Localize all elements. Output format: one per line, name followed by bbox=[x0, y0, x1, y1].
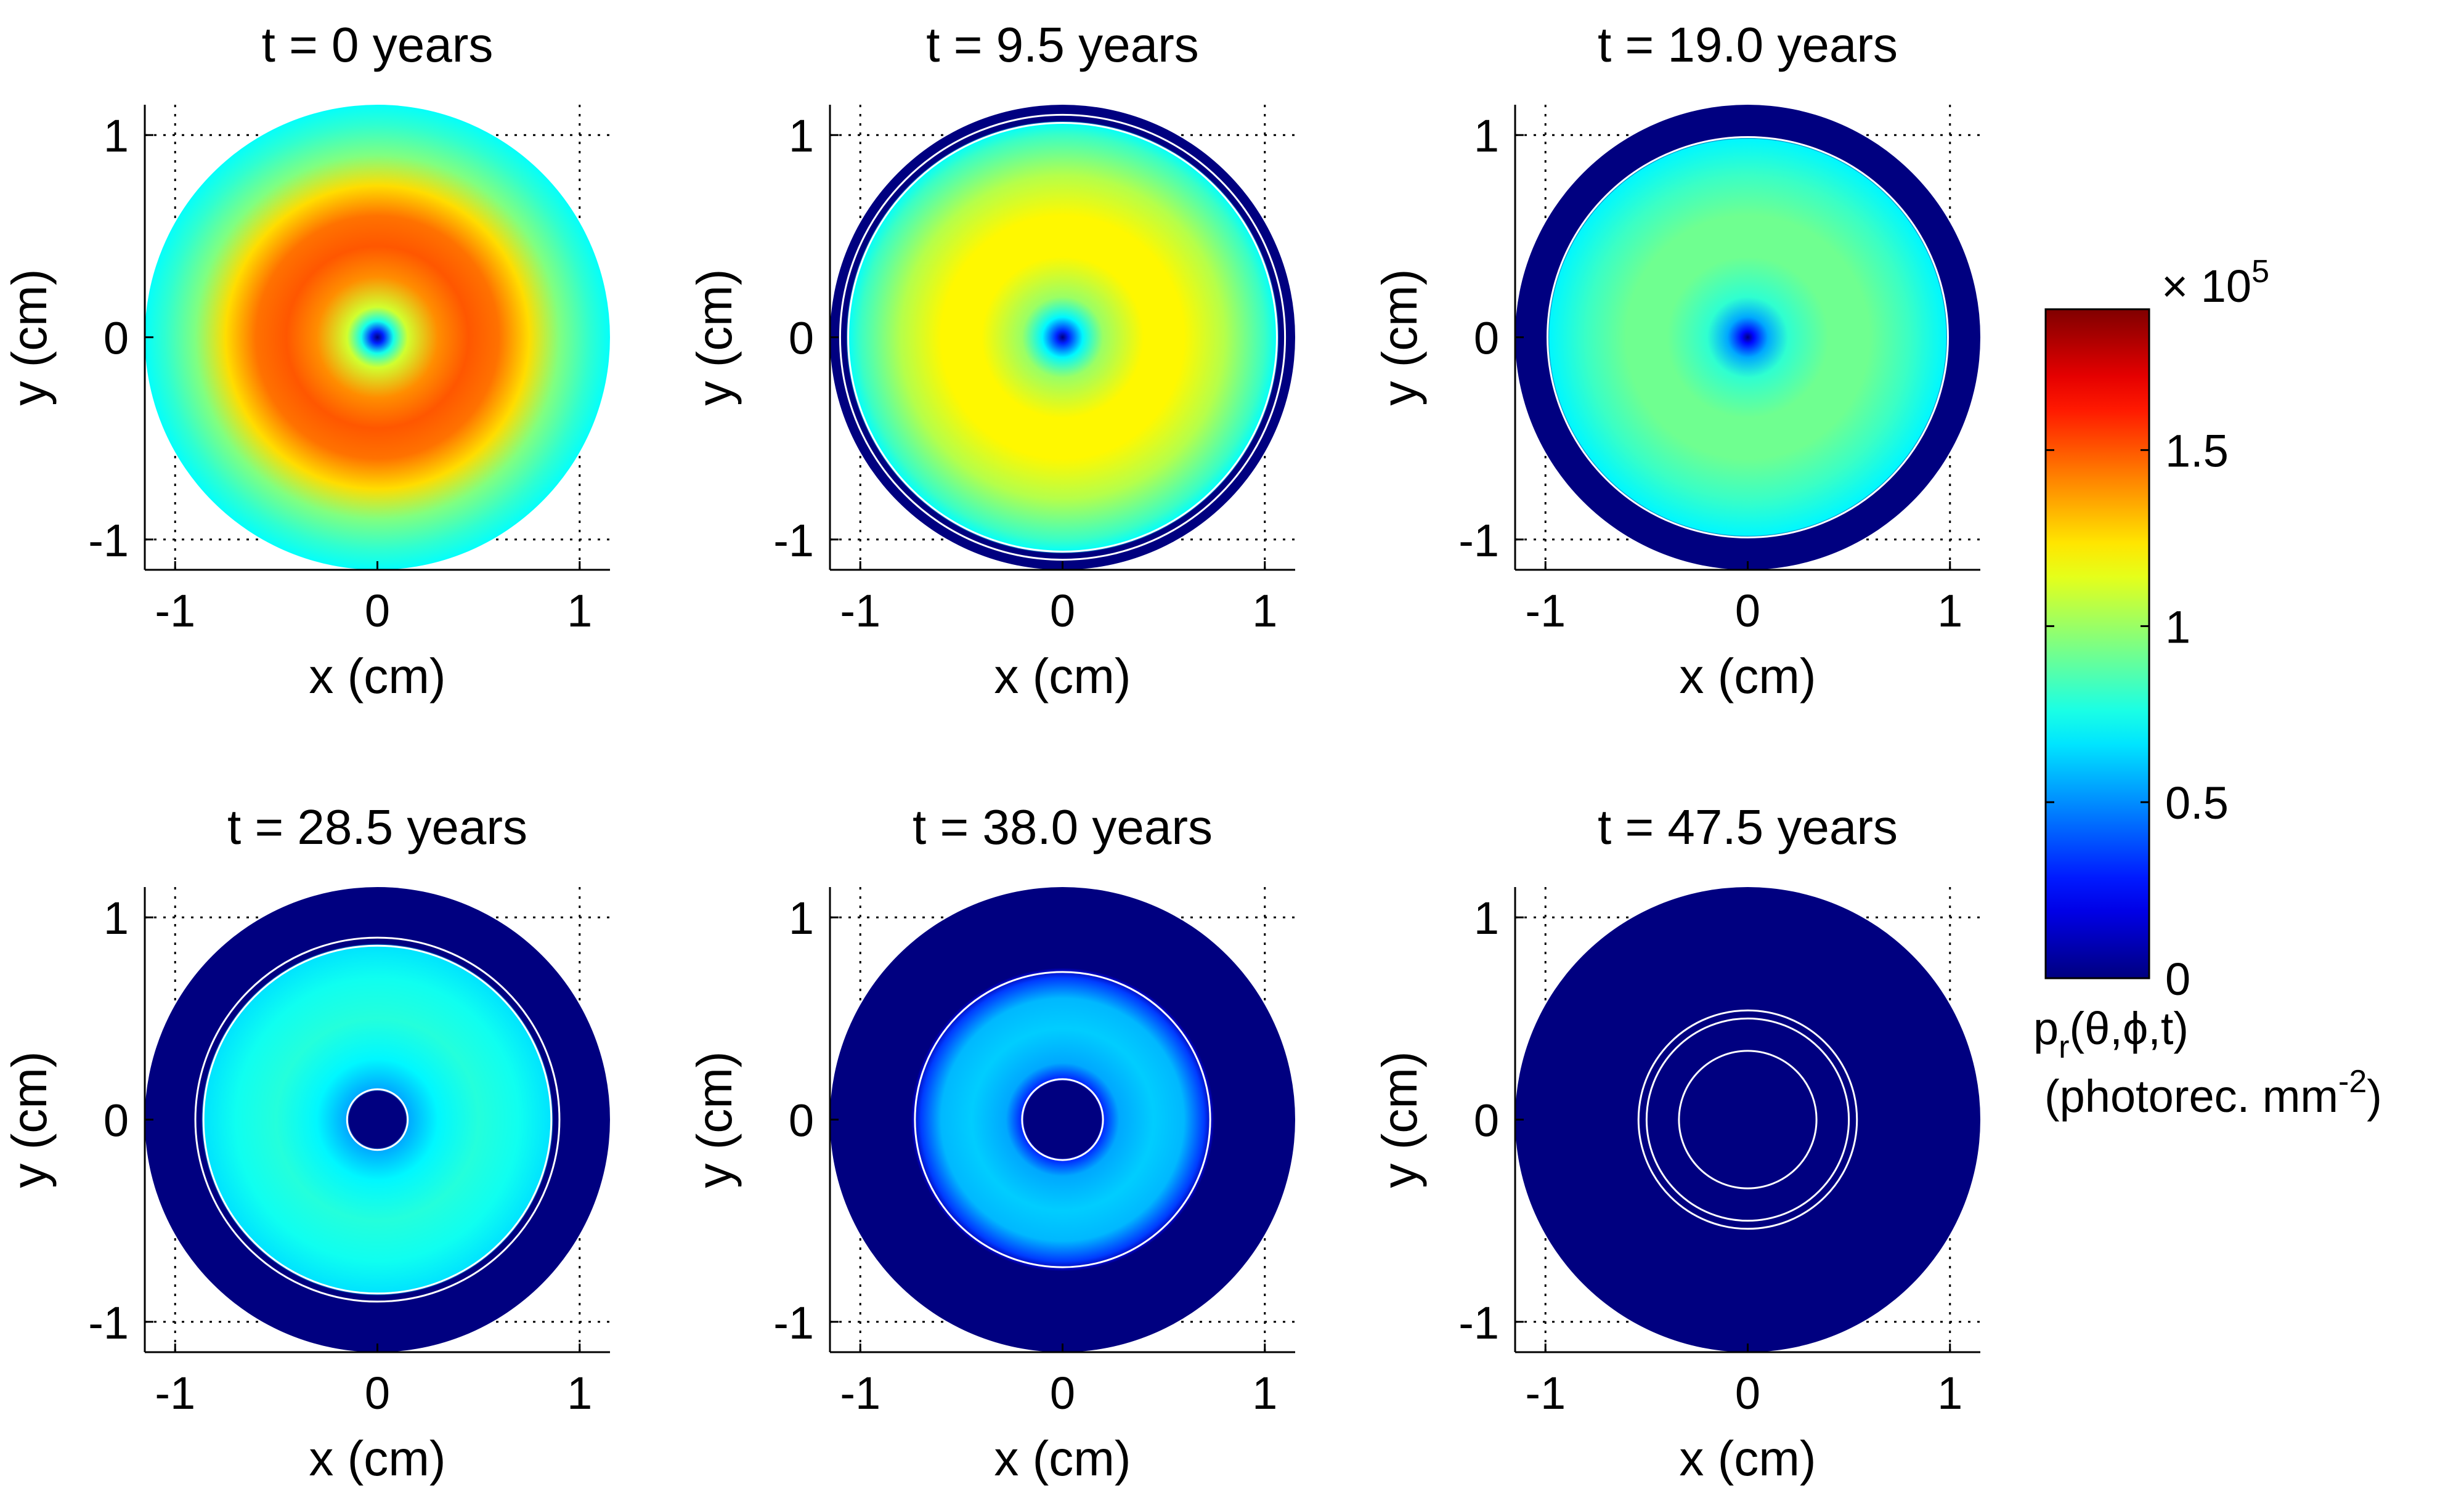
colorbar-frame bbox=[2044, 308, 2150, 979]
panel-0: -1 0 1 -1 0 1 t = 0 years x (cm) y (cm) bbox=[2, 17, 610, 703]
y-tick-label: 0 bbox=[789, 313, 814, 364]
x-axis-label: x (cm) bbox=[309, 1431, 445, 1486]
contour-ring bbox=[1021, 1078, 1104, 1161]
contour-ring bbox=[346, 1088, 409, 1151]
contour-ring bbox=[847, 122, 1278, 553]
panel-title: t = 38.0 years bbox=[913, 800, 1213, 854]
x-tick-label: 0 bbox=[365, 585, 390, 636]
x-tick-label: 0 bbox=[1050, 1368, 1075, 1419]
y-tick-label: -1 bbox=[88, 515, 129, 566]
colorbar-label-line2: (photorec. mm-2) bbox=[2044, 1064, 2382, 1122]
x-axis-label: x (cm) bbox=[1679, 649, 1816, 703]
y-tick-label: -1 bbox=[88, 1297, 129, 1348]
y-tick-label: -1 bbox=[773, 515, 814, 566]
y-tick-label: 0 bbox=[789, 1095, 814, 1146]
colorbar-tick-label: 0.5 bbox=[2165, 777, 2229, 829]
y-tick-label: -1 bbox=[1458, 515, 1499, 566]
x-axis-label: x (cm) bbox=[994, 649, 1131, 703]
colorbar-tick-label: 1 bbox=[2165, 601, 2190, 652]
x-tick-label: -1 bbox=[840, 1368, 880, 1419]
panel-title: t = 28.5 years bbox=[227, 800, 527, 854]
panel-3: -1 0 1 -1 0 1 t = 28.5 years x (cm) y (cm) bbox=[2, 800, 610, 1486]
contour-ring bbox=[194, 936, 561, 1303]
panel-5: -1 0 1 -1 0 1 t = 47.5 years x (cm) y (cm) bbox=[1372, 800, 1980, 1486]
y-tick-label: 1 bbox=[1474, 110, 1499, 161]
y-axis-label: y (cm) bbox=[1372, 269, 1427, 405]
x-tick-label: 0 bbox=[1050, 585, 1075, 636]
panel-2: -1 0 1 -1 0 1 t = 19.0 years x (cm) y (cm) bbox=[1372, 17, 1980, 703]
x-tick-label: 0 bbox=[1735, 1368, 1760, 1419]
colorbar: 0 0.5 1 1.5 × 105 pr(θ,ϕ,t) (photorec. mm-2… bbox=[2033, 254, 2382, 1122]
x-tick-label: 1 bbox=[1937, 585, 1962, 636]
x-axis-label: x (cm) bbox=[994, 1431, 1131, 1486]
x-tick-label: -1 bbox=[840, 585, 880, 636]
x-tick-label: -1 bbox=[155, 585, 195, 636]
panel-title: t = 0 years bbox=[262, 17, 494, 72]
density-disk bbox=[830, 887, 1295, 1352]
colorbar-label-line1: pr(θ,ϕ,t) bbox=[2033, 1003, 2189, 1065]
y-tick-label: -1 bbox=[773, 1297, 814, 1348]
y-tick-label: 0 bbox=[1474, 313, 1499, 364]
panel-title: t = 47.5 years bbox=[1598, 800, 1898, 854]
colorbar-ticks: 0 0.5 1 1.5 bbox=[2046, 426, 2229, 1005]
x-tick-label: -1 bbox=[1525, 1368, 1566, 1419]
contour-ring bbox=[1637, 1009, 1858, 1230]
density-disk bbox=[830, 105, 1295, 570]
density-disk bbox=[1515, 105, 1980, 570]
density-disk bbox=[145, 887, 610, 1352]
contour-ring bbox=[1645, 1017, 1850, 1222]
x-axis-label: x (cm) bbox=[1679, 1431, 1816, 1486]
y-axis-label: y (cm) bbox=[687, 1051, 742, 1188]
panel-4: -1 0 1 -1 0 1 t = 38.0 years x (cm) y (cm) bbox=[687, 800, 1295, 1486]
contour-ring bbox=[1547, 136, 1949, 538]
x-axis-label: x (cm) bbox=[309, 649, 445, 703]
x-tick-label: 1 bbox=[567, 1368, 592, 1419]
y-axis-label: y (cm) bbox=[2, 1051, 57, 1188]
panel-1: -1 0 1 -1 0 1 t = 9.5 years x (cm) y (cm) bbox=[687, 17, 1295, 703]
y-tick-label: 1 bbox=[789, 110, 814, 161]
y-tick-label: -1 bbox=[1458, 1297, 1499, 1348]
colorbar-tick-label: 0 bbox=[2165, 954, 2190, 1005]
x-tick-label: 1 bbox=[1937, 1368, 1962, 1419]
contour-ring bbox=[839, 113, 1287, 561]
y-axis-label: y (cm) bbox=[1372, 1051, 1427, 1188]
x-tick-label: 0 bbox=[365, 1368, 390, 1419]
x-tick-label: -1 bbox=[1525, 585, 1566, 636]
y-tick-label: 1 bbox=[104, 110, 129, 161]
x-tick-label: 0 bbox=[1735, 585, 1760, 636]
contour-ring bbox=[202, 944, 553, 1295]
density-disk bbox=[145, 105, 610, 570]
colorbar-multiplier: × 105 bbox=[2161, 254, 2269, 312]
x-tick-label: -1 bbox=[155, 1368, 195, 1419]
panel-title: t = 9.5 years bbox=[926, 17, 1198, 72]
panel-title: t = 19.0 years bbox=[1598, 17, 1898, 72]
y-tick-label: 1 bbox=[1474, 893, 1499, 944]
x-tick-label: 1 bbox=[1252, 1368, 1277, 1419]
contour-ring bbox=[1678, 1050, 1818, 1190]
contour-ring bbox=[914, 971, 1211, 1268]
y-tick-label: 0 bbox=[104, 313, 129, 364]
colorbar-gradient bbox=[2046, 309, 2149, 978]
panels: -1 0 1 -1 0 1 t = 0 years x (cm) y (cm) -1 0 1 -1 0 1 t… bbox=[2, 17, 1980, 1486]
y-tick-label: 0 bbox=[1474, 1095, 1499, 1146]
y-tick-label: 1 bbox=[789, 893, 814, 944]
x-tick-label: 1 bbox=[1252, 585, 1277, 636]
y-axis-label: y (cm) bbox=[687, 269, 742, 405]
y-tick-label: 1 bbox=[104, 893, 129, 944]
colorbar-tick-label: 1.5 bbox=[2165, 426, 2229, 477]
density-disk bbox=[1515, 887, 1980, 1352]
x-tick-label: 1 bbox=[567, 585, 592, 636]
y-axis-label: y (cm) bbox=[2, 269, 57, 405]
y-tick-label: 0 bbox=[104, 1095, 129, 1146]
